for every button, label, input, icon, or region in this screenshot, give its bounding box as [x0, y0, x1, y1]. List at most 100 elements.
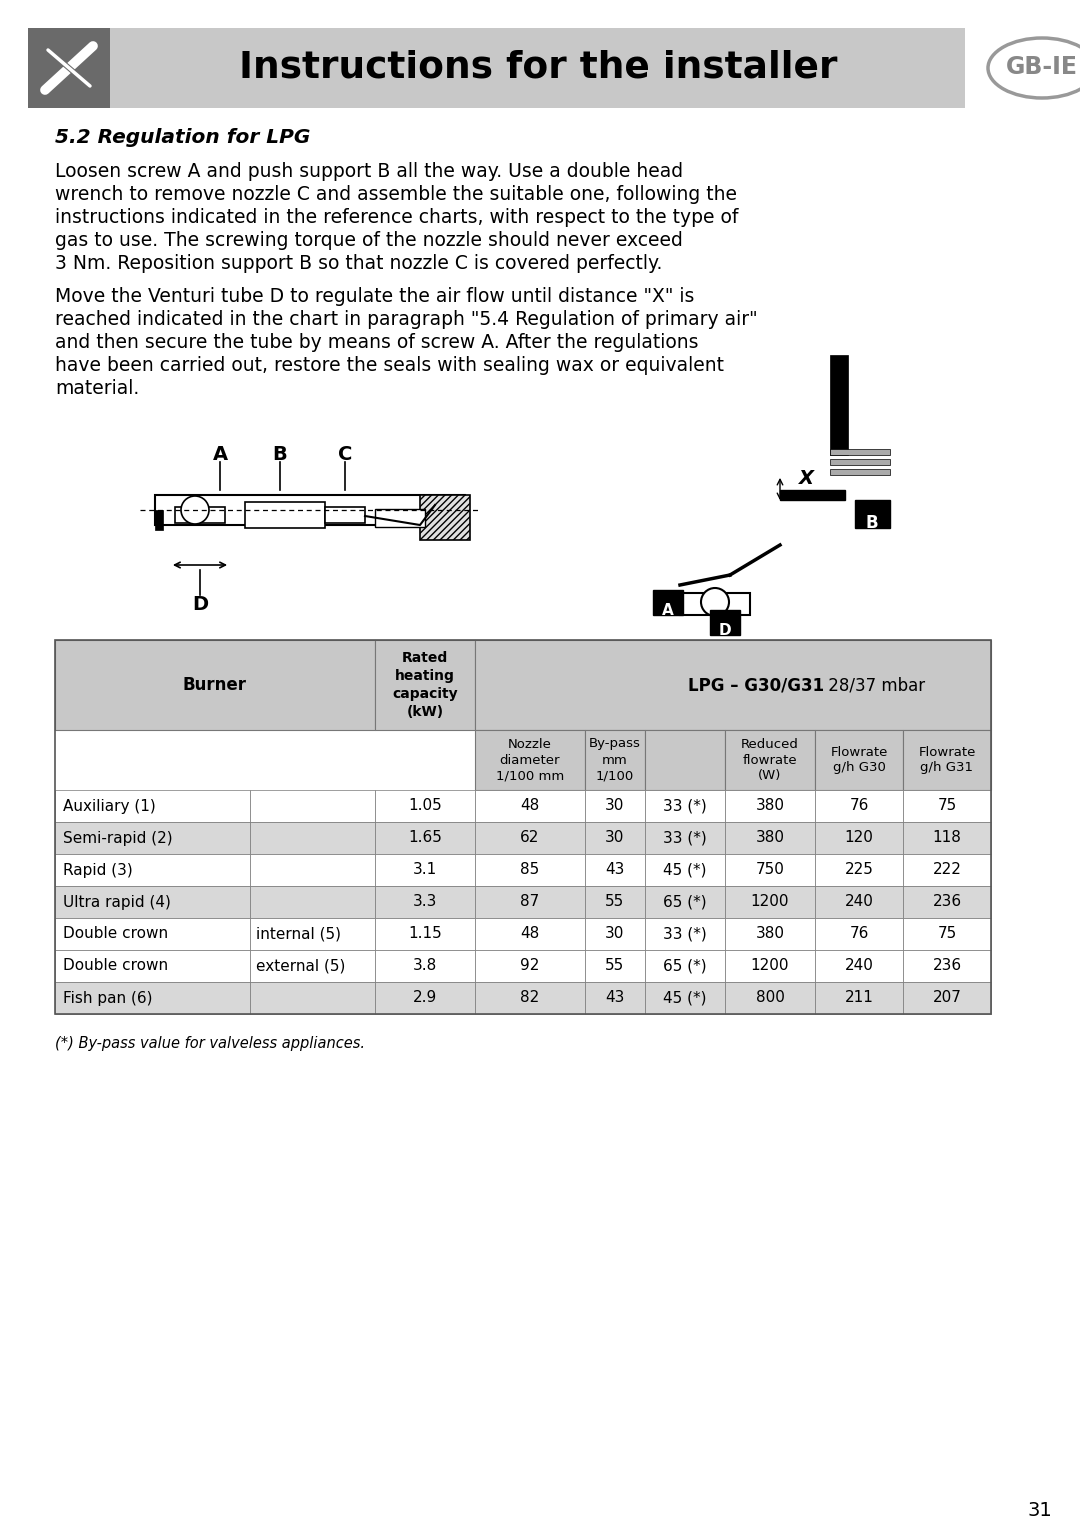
Text: 380: 380 — [756, 798, 784, 813]
Text: gas to use. The screwing torque of the nozzle should never exceed: gas to use. The screwing torque of the n… — [55, 231, 683, 251]
Bar — [903, 729, 991, 790]
Text: Rapid (3): Rapid (3) — [63, 862, 133, 878]
Text: Flowrate
g/h G31: Flowrate g/h G31 — [918, 746, 975, 775]
Bar — [55, 950, 249, 982]
Bar — [375, 641, 475, 729]
Text: 30: 30 — [605, 798, 624, 813]
Bar — [55, 855, 249, 885]
Text: C: C — [338, 445, 352, 463]
Bar — [375, 823, 475, 855]
Bar — [903, 823, 991, 855]
Text: 55: 55 — [606, 959, 624, 974]
Bar — [645, 885, 725, 917]
Bar — [725, 823, 815, 855]
Bar — [585, 823, 645, 855]
Bar — [725, 729, 815, 790]
Circle shape — [701, 589, 729, 616]
Bar — [175, 508, 225, 523]
Bar — [585, 982, 645, 1014]
Text: 1200: 1200 — [751, 894, 789, 910]
Text: 222: 222 — [932, 862, 961, 878]
Bar — [645, 855, 725, 885]
Bar — [55, 641, 375, 729]
Text: 3 Nm. Reposition support B so that nozzle C is covered perfectly.: 3 Nm. Reposition support B so that nozzl… — [55, 254, 662, 274]
Bar — [55, 885, 249, 917]
Bar — [55, 790, 249, 823]
Bar — [156, 511, 163, 531]
Bar — [855, 500, 890, 528]
Bar — [249, 885, 375, 917]
Text: 236: 236 — [932, 959, 961, 974]
Text: 2.9: 2.9 — [413, 991, 437, 1006]
Text: 85: 85 — [521, 862, 540, 878]
Bar — [475, 950, 585, 982]
Text: 30: 30 — [605, 927, 624, 942]
Text: 45 (*): 45 (*) — [663, 991, 706, 1006]
Text: Double crown: Double crown — [63, 927, 168, 942]
Bar — [903, 855, 991, 885]
Text: Move the Venturi tube D to regulate the air flow until distance "X" is: Move the Venturi tube D to regulate the … — [55, 287, 694, 306]
Text: 43: 43 — [605, 991, 624, 1006]
Bar — [375, 950, 475, 982]
Text: A: A — [662, 602, 674, 618]
Text: 211: 211 — [845, 991, 874, 1006]
Bar — [831, 459, 890, 465]
Text: Reduced
flowrate
(W): Reduced flowrate (W) — [741, 737, 799, 783]
Text: reached indicated in the chart in paragraph "5.4 Regulation of primary air": reached indicated in the chart in paragr… — [55, 310, 758, 329]
Text: 87: 87 — [521, 894, 540, 910]
Bar — [55, 641, 991, 1014]
Text: 118: 118 — [932, 830, 961, 846]
Text: 1.15: 1.15 — [408, 927, 442, 942]
Text: 3.8: 3.8 — [413, 959, 437, 974]
Text: B: B — [272, 445, 287, 463]
Text: 28/37 mbar: 28/37 mbar — [823, 676, 926, 694]
Bar — [815, 885, 903, 917]
Text: 380: 380 — [756, 927, 784, 942]
Text: 75: 75 — [937, 927, 957, 942]
Bar — [815, 982, 903, 1014]
Text: X: X — [798, 469, 813, 488]
Text: 120: 120 — [845, 830, 874, 846]
Bar — [653, 590, 683, 615]
Text: D: D — [192, 595, 208, 615]
Circle shape — [181, 495, 210, 524]
Text: have been carried out, restore the seals with sealing wax or equivalent: have been carried out, restore the seals… — [55, 356, 724, 375]
Bar — [475, 917, 585, 950]
Text: B: B — [866, 514, 878, 532]
Text: 33 (*): 33 (*) — [663, 798, 707, 813]
Text: 225: 225 — [845, 862, 874, 878]
Bar — [903, 950, 991, 982]
Bar — [815, 855, 903, 885]
Bar — [375, 917, 475, 950]
Text: Ultra rapid (4): Ultra rapid (4) — [63, 894, 171, 910]
Bar — [815, 790, 903, 823]
Text: 62: 62 — [521, 830, 540, 846]
Bar — [325, 508, 365, 523]
Text: 65 (*): 65 (*) — [663, 959, 706, 974]
Text: 5.2 Regulation for LPG: 5.2 Regulation for LPG — [55, 128, 310, 147]
Bar — [156, 495, 465, 524]
Bar — [903, 917, 991, 950]
Text: 207: 207 — [932, 991, 961, 1006]
Text: 380: 380 — [756, 830, 784, 846]
Bar — [903, 790, 991, 823]
Text: 236: 236 — [932, 894, 961, 910]
Text: D: D — [718, 622, 731, 638]
Text: Loosen screw A and push support B all the way. Use a double head: Loosen screw A and push support B all th… — [55, 162, 684, 180]
Bar — [831, 469, 890, 476]
Text: external (5): external (5) — [256, 959, 346, 974]
Bar — [249, 823, 375, 855]
Text: LPG – G30/G31: LPG – G30/G31 — [688, 676, 824, 694]
Bar — [645, 729, 725, 790]
Bar — [249, 982, 375, 1014]
Bar — [375, 982, 475, 1014]
Bar — [645, 790, 725, 823]
Bar — [585, 855, 645, 885]
Text: 240: 240 — [845, 959, 874, 974]
Bar — [831, 450, 890, 456]
Bar — [725, 855, 815, 885]
Text: and then secure the tube by means of screw A. After the regulations: and then secure the tube by means of scr… — [55, 333, 699, 352]
Bar — [585, 917, 645, 950]
Bar — [645, 917, 725, 950]
Bar — [249, 855, 375, 885]
